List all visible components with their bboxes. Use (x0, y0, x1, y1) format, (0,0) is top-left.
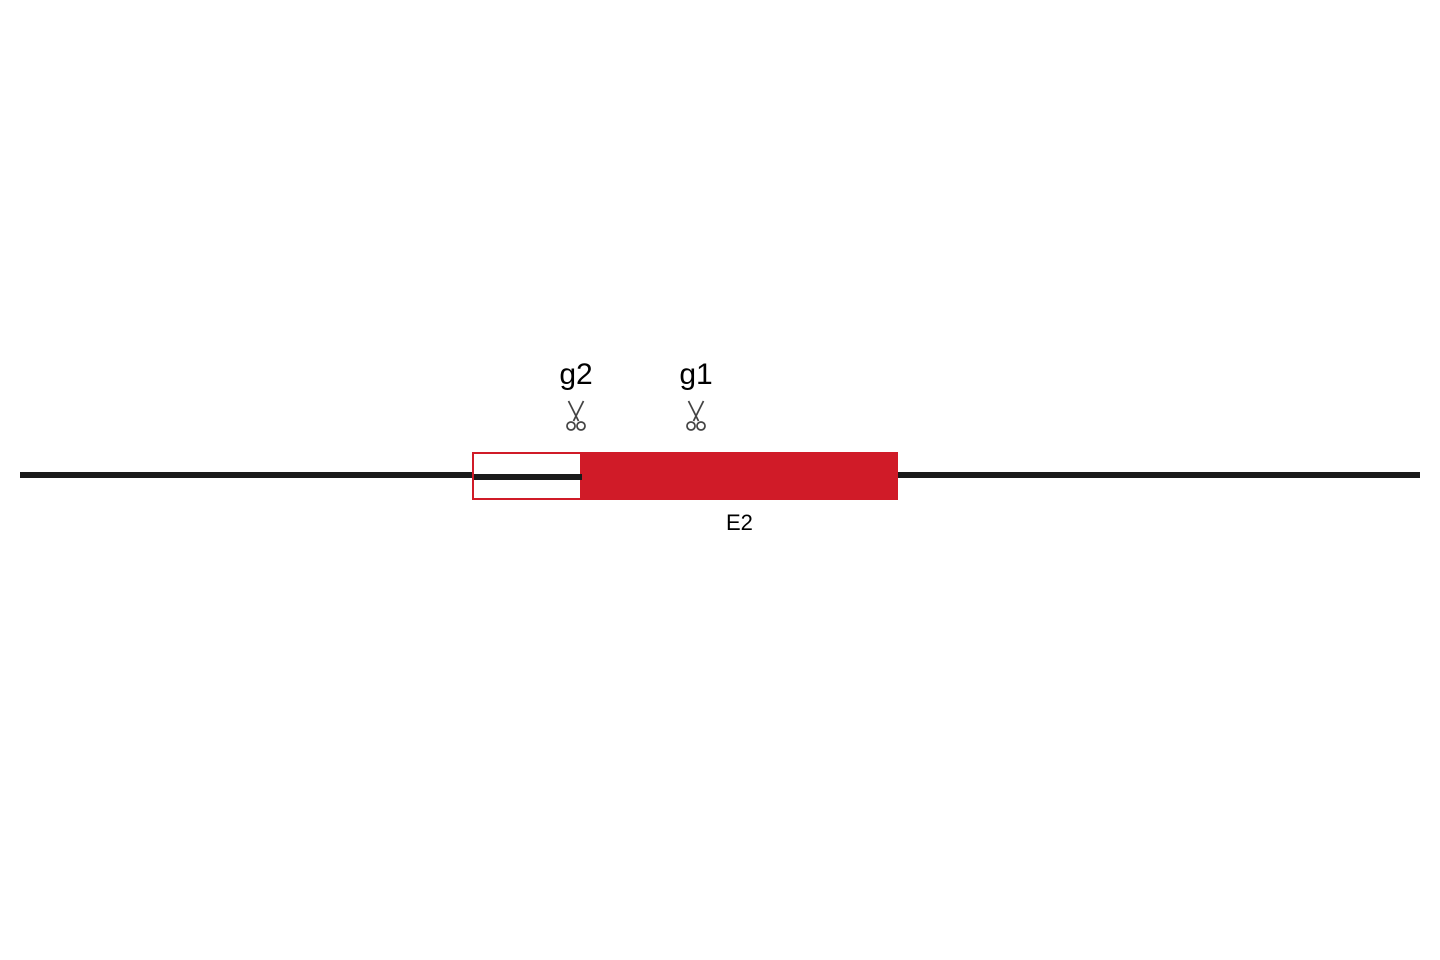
genome-line-right (898, 472, 1420, 478)
gene-diagram: E2 g2 g1 (0, 0, 1440, 960)
cut-label-g2: g2 (556, 358, 596, 392)
genome-line-left (20, 472, 472, 478)
cut-marker-g1: g1 (676, 358, 716, 438)
genome-line-through-utr (474, 474, 582, 480)
cut-marker-g2: g2 (556, 358, 596, 438)
scissors-icon (676, 398, 716, 438)
exon-label: E2 (726, 510, 753, 536)
scissors-icon (556, 398, 596, 438)
utr-box (472, 452, 582, 500)
exon-box (582, 452, 898, 500)
cut-label-g1: g1 (676, 358, 716, 392)
